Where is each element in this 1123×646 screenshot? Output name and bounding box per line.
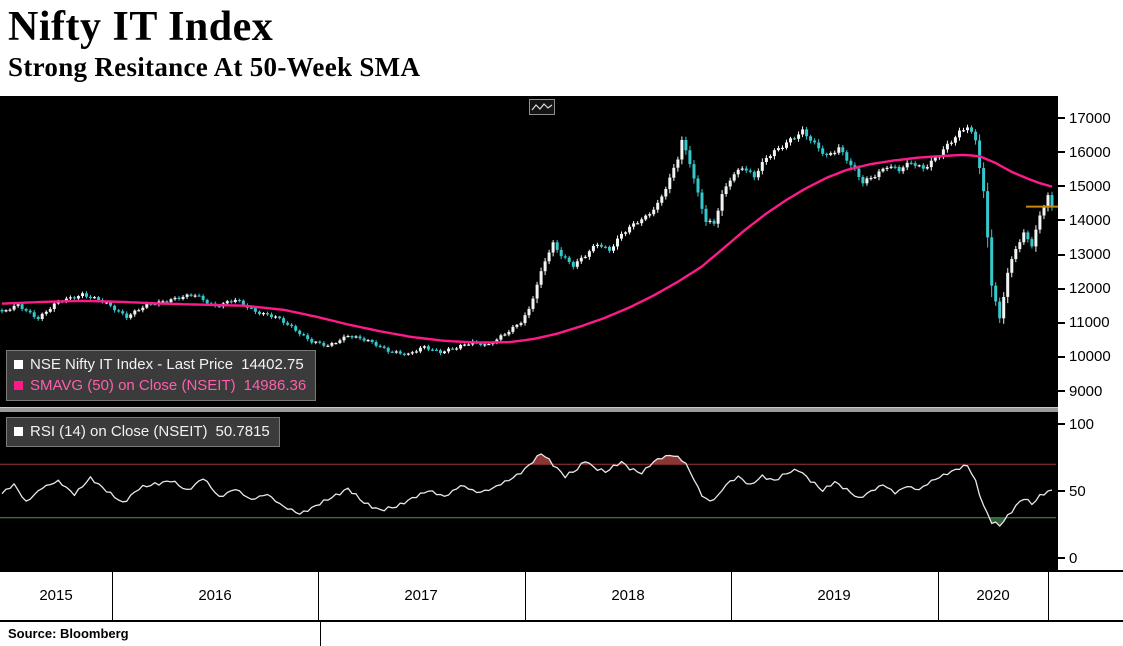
year-separator — [938, 572, 939, 620]
axis-tick-mark — [1058, 355, 1065, 358]
x-year-label-2020: 2020 — [976, 587, 1010, 604]
rsi-axis-tick-label: 0 — [1058, 550, 1077, 567]
year-separator — [1048, 572, 1049, 620]
x-year-label-2017: 2017 — [404, 587, 438, 604]
last-price-swatch-icon — [14, 360, 23, 369]
chart-subtitle: Strong Resitance At 50-Week SMA — [8, 52, 421, 82]
chart-area: 17000 16000 15000 14000 13000 12000 11000 10000… — [0, 96, 1123, 570]
price-axis-tick-label: 13000 — [1058, 246, 1111, 263]
chart-tools-button[interactable] — [529, 99, 555, 115]
rsi-overbought-fill — [2, 453, 1052, 465]
right-price-axis: 17000 16000 15000 14000 13000 12000 11000 10000… — [1058, 96, 1123, 570]
chart-title: Nifty IT Index — [8, 4, 274, 50]
source-label: Source: Bloomberg — [8, 626, 129, 641]
axis-tick-mark — [1058, 490, 1065, 492]
legend-row-last-price[interactable]: NSE Nifty IT Index - Last Price 14402.75 — [14, 354, 306, 375]
price-axis-tick-label: 11000 — [1058, 314, 1110, 331]
price-axis-tick-label: 12000 — [1058, 280, 1111, 297]
x-year-label-2016: 2016 — [198, 587, 232, 604]
legend-row-rsi[interactable]: RSI (14) on Close (NSEIT) 50.7815 — [14, 421, 270, 442]
legend-label: SMAVG (50) on Close (NSEIT) — [30, 377, 236, 394]
rsi-axis-tick-label: 50 — [1058, 483, 1086, 500]
legend-row-smavg[interactable]: SMAVG (50) on Close (NSEIT) 14986.36 — [14, 375, 306, 396]
price-axis-tick-label: 15000 — [1058, 178, 1111, 195]
axis-tick-mark — [1058, 151, 1065, 154]
price-legend[interactable]: NSE Nifty IT Index - Last Price 14402.75… — [6, 350, 317, 401]
year-separator — [525, 572, 526, 620]
x-year-label-2015: 2015 — [39, 587, 73, 604]
rsi-legend[interactable]: RSI (14) on Close (NSEIT) 50.7815 — [6, 417, 280, 447]
axis-tick-mark — [1058, 185, 1065, 188]
price-axis-tick-label: 17000 — [1058, 110, 1111, 127]
price-axis-tick-label: 9000 — [1058, 383, 1102, 400]
axis-tick-mark — [1058, 219, 1065, 222]
year-separator — [318, 572, 319, 620]
price-panel — [0, 124, 1058, 357]
x-year-label-2019: 2019 — [817, 587, 851, 604]
price-axis-tick-label: 16000 — [1058, 144, 1111, 161]
rsi-axis-tick-label: 100 — [1058, 416, 1094, 433]
rsi-oversold-fill — [2, 517, 1052, 527]
x-year-label-2018: 2018 — [611, 587, 645, 604]
chart-header: Nifty IT Index Strong Resitance At 50-We… — [0, 0, 1123, 96]
plot-background — [0, 96, 1058, 570]
footer-divider — [320, 622, 321, 646]
legend-value: 14986.36 — [243, 377, 307, 394]
rsi-panel — [0, 453, 1056, 527]
price-axis-tick-label: 10000 — [1058, 348, 1111, 365]
price-axis-tick-label: 14000 — [1058, 212, 1111, 229]
year-separator — [112, 572, 113, 620]
year-separator — [731, 572, 732, 620]
rsi-line — [1, 453, 1053, 527]
sma-line — [1, 153, 1053, 344]
legend-label: RSI (14) on Close (NSEIT) — [30, 423, 208, 440]
axis-tick-mark — [1058, 321, 1065, 324]
smavg-swatch-icon — [14, 381, 23, 390]
axis-tick-mark — [1058, 253, 1065, 256]
axis-tick-mark — [1058, 390, 1065, 392]
axis-tick-mark — [1058, 557, 1065, 559]
source-bar: Source: Bloomberg — [0, 622, 1123, 646]
mini-line-chart-icon — [531, 103, 553, 111]
legend-value: 14402.75 — [241, 356, 304, 373]
axis-tick-mark — [1058, 287, 1065, 290]
axis-tick-mark — [1058, 423, 1065, 425]
legend-label: NSE Nifty IT Index - Last Price — [30, 356, 234, 373]
legend-value: 50.7815 — [215, 423, 270, 440]
x-axis-date-band: 2015 2016 2017 2018 2019 2020 — [0, 570, 1123, 622]
axis-tick-mark — [1058, 117, 1065, 119]
panel-divider[interactable] — [0, 407, 1058, 412]
rsi-swatch-icon — [14, 427, 23, 436]
